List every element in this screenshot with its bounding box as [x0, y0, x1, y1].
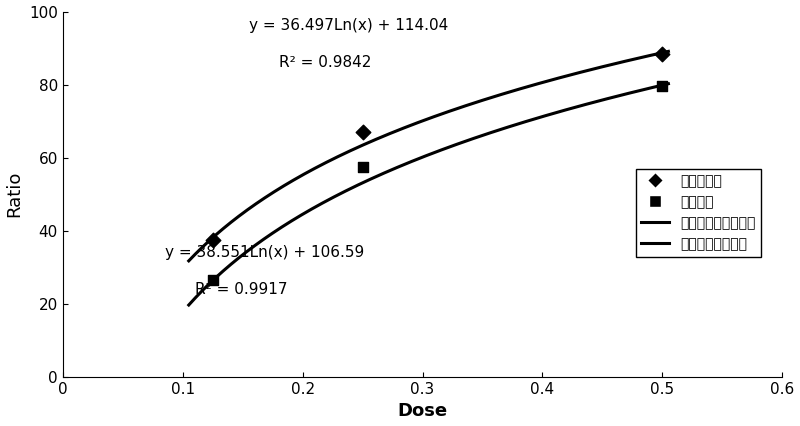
- Legend: 工作对照品, 待测样品, 对数（工作对照品）, 对数（待测样品）: 工作对照品, 待测样品, 对数（工作对照品）, 对数（待测样品）: [636, 169, 761, 256]
- Point: [656, 83, 669, 90]
- Point: [206, 277, 219, 284]
- Text: R² = 0.9917: R² = 0.9917: [194, 282, 287, 296]
- X-axis label: Dose: Dose: [398, 403, 448, 420]
- Point: [206, 236, 219, 243]
- Text: R² = 0.9842: R² = 0.9842: [278, 55, 371, 70]
- Point: [356, 164, 369, 170]
- Point: [356, 129, 369, 135]
- Text: y = 36.497Ln(x) + 114.04: y = 36.497Ln(x) + 114.04: [249, 18, 448, 34]
- Point: [656, 50, 669, 57]
- Y-axis label: Ratio: Ratio: [6, 171, 23, 218]
- Text: y = 38.551Ln(x) + 106.59: y = 38.551Ln(x) + 106.59: [165, 245, 364, 260]
